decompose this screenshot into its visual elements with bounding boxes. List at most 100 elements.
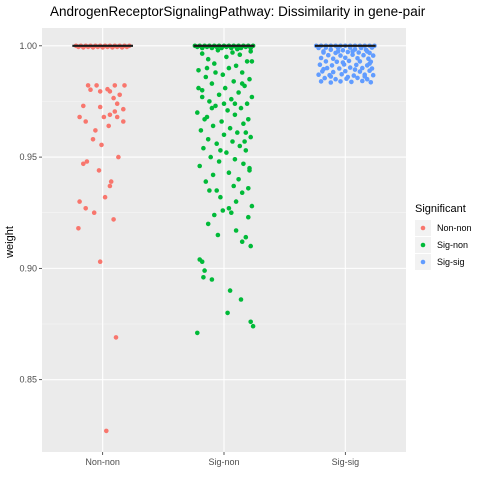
data-point	[207, 99, 212, 104]
data-point	[199, 88, 205, 93]
data-point	[114, 114, 120, 120]
data-point	[212, 212, 217, 218]
data-point	[107, 183, 113, 189]
data-point	[220, 72, 226, 77]
data-point	[357, 69, 363, 74]
data-point	[93, 128, 98, 133]
data-point	[347, 65, 353, 70]
data-point	[112, 83, 118, 88]
data-point	[88, 87, 93, 92]
data-point	[246, 186, 251, 191]
data-point	[215, 232, 221, 238]
data-point	[107, 112, 113, 118]
data-point	[360, 65, 365, 71]
data-point	[205, 137, 211, 142]
data-point	[99, 142, 104, 148]
data-point	[106, 123, 111, 129]
legend-key-point	[420, 242, 426, 248]
legend-key-point	[420, 259, 426, 265]
y-axis-ticks: 0.85 0.90 0.95 1.00	[19, 41, 42, 385]
data-point	[84, 159, 90, 164]
data-point	[322, 75, 328, 81]
data-point	[369, 66, 375, 71]
x-tick-label: Sig-non	[208, 457, 239, 467]
data-point	[218, 148, 223, 153]
data-point	[97, 259, 103, 265]
data-point	[225, 310, 230, 316]
data-point	[76, 226, 81, 231]
data-point	[328, 47, 334, 53]
data-point	[229, 210, 234, 215]
data-point	[350, 49, 355, 54]
data-point	[370, 72, 376, 78]
data-point	[203, 74, 209, 80]
data-point	[244, 59, 250, 64]
data-point	[81, 161, 86, 167]
data-point	[361, 52, 366, 58]
data-point	[209, 81, 215, 86]
data-point	[214, 188, 219, 193]
data-point	[112, 109, 118, 114]
data-point	[104, 428, 109, 434]
data-point	[121, 119, 126, 124]
data-point	[216, 159, 222, 164]
data-point	[360, 78, 365, 84]
data-point	[343, 68, 348, 74]
data-point	[209, 105, 215, 111]
legend-title: Significant	[415, 203, 466, 215]
data-point	[318, 79, 324, 84]
chart-title: AndrogenReceptorSignalingPathway: Dissim…	[50, 4, 426, 19]
data-point	[198, 128, 204, 133]
y-tick-label: 1.00	[19, 41, 37, 51]
data-point	[197, 163, 202, 169]
data-point	[220, 208, 226, 213]
y-tick-label: 0.95	[19, 152, 37, 162]
data-point	[229, 96, 234, 102]
data-point	[102, 194, 108, 200]
data-point	[203, 179, 209, 184]
data-point	[113, 335, 119, 340]
data-point	[233, 63, 239, 69]
data-point	[205, 221, 211, 227]
data-point	[248, 134, 253, 140]
data-point	[324, 65, 330, 71]
y-tick-label: 0.90	[19, 263, 37, 273]
x-tick-label: Sig-sig	[332, 457, 360, 467]
data-point	[356, 50, 362, 55]
data-point	[101, 114, 107, 120]
data-point	[243, 130, 249, 135]
data-point	[232, 101, 238, 106]
legend-label: Sig-non	[437, 240, 468, 250]
data-point	[248, 49, 253, 54]
data-point	[227, 125, 233, 131]
data-point	[224, 150, 229, 155]
data-point	[77, 114, 82, 120]
data-point	[351, 73, 357, 78]
data-point	[108, 179, 114, 184]
data-point	[346, 58, 352, 64]
data-point	[226, 170, 232, 175]
data-point	[352, 67, 358, 72]
data-point	[90, 137, 96, 142]
data-point	[333, 76, 338, 82]
data-point	[199, 259, 205, 265]
data-point	[210, 123, 216, 129]
data-point	[221, 132, 227, 138]
data-point	[85, 83, 91, 88]
data-point	[204, 65, 210, 71]
data-point	[212, 61, 217, 66]
data-point	[196, 68, 201, 73]
data-point	[337, 66, 342, 71]
data-point	[97, 104, 103, 110]
data-point	[202, 268, 207, 273]
data-point	[241, 121, 246, 126]
data-point	[213, 103, 218, 109]
y-axis-title: weight	[4, 226, 16, 259]
data-point	[242, 139, 247, 144]
data-point	[239, 190, 245, 195]
data-point	[83, 206, 88, 211]
data-point	[236, 177, 241, 182]
data-point	[247, 76, 252, 82]
data-point	[367, 61, 372, 66]
